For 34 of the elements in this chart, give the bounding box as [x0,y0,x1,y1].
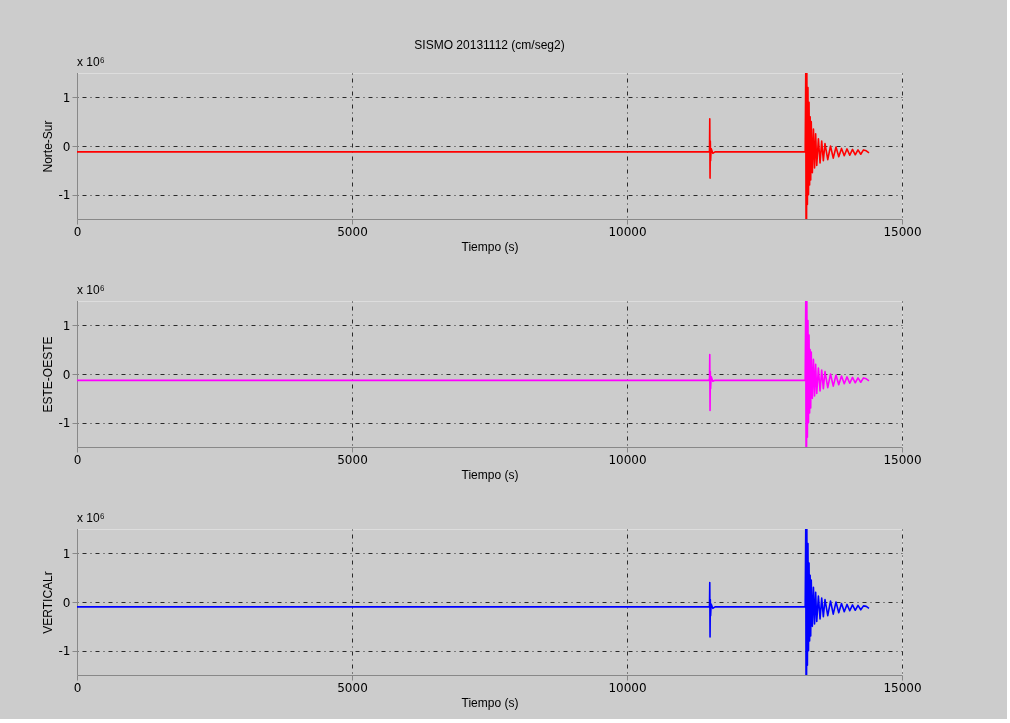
text: x 10⁶ [77,55,105,69]
x-tick-label: 5000 [337,224,368,239]
line-series [77,301,870,447]
y-axis-title: VERTICALr [40,571,55,634]
x-tick-label: 0 [73,224,82,239]
line-series [77,73,870,219]
x-tick-label: 0 [73,452,82,467]
y-tick-label: 0 [62,367,71,382]
y-tick-label: 1 [62,546,71,561]
x-tick-label: 15000 [883,452,922,467]
x-tick-label: 5000 [337,452,368,467]
text: x 10⁶ [77,511,105,525]
y-tick-label: 1 [62,90,71,105]
x-axis-title: Tiempo (s) [461,239,519,254]
line-series [77,529,870,675]
y-tick-label: -1 [58,644,71,659]
text: x 10⁶ [77,283,105,297]
y-tick-label: 0 [62,595,71,610]
x-tick-label: 10000 [608,224,647,239]
x-axis-title: Tiempo (s) [461,695,519,710]
x-tick-label: 5000 [337,680,368,695]
x-axis-title: Tiempo (s) [461,467,519,482]
y-tick-label: 0 [62,139,71,154]
y-axis-title: ESTE-OESTE [40,336,55,413]
x-tick-label: 10000 [608,452,647,467]
y-tick-label: -1 [58,188,71,203]
x-tick-label: 15000 [883,680,922,695]
chart-title: SISMO 20131112 (cm/seg2) [414,38,565,52]
y-axis-title: Norte-Sur [40,120,55,173]
x-tick-label: 0 [73,680,82,695]
y-tick-label: 1 [62,318,71,333]
x-tick-label: 15000 [883,224,922,239]
y-tick-label: -1 [58,416,71,431]
x-tick-label: 10000 [608,680,647,695]
